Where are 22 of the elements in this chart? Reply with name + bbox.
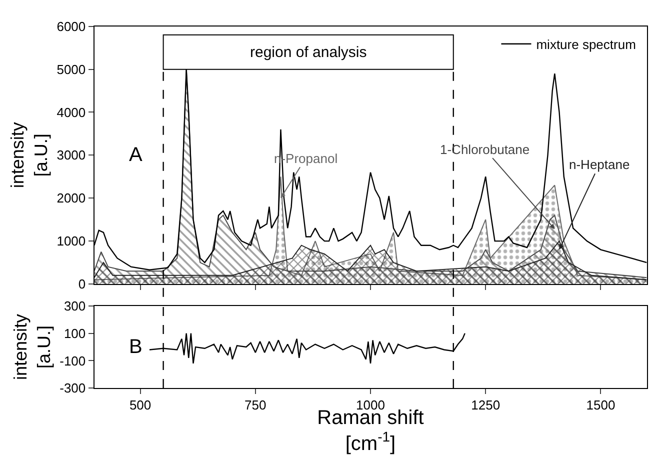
y-tick-label: 100 (64, 326, 86, 341)
y-tick-label: 0 (78, 276, 86, 292)
x-tick-label: 500 (129, 398, 152, 413)
y-tick-label: 4000 (56, 104, 86, 120)
x-tick-label: 750 (244, 398, 266, 413)
band-label: region of analysis (250, 44, 367, 61)
y-tick-label: 5000 (56, 62, 86, 77)
y-tick-label: 2000 (56, 190, 86, 206)
annotation: B (129, 336, 142, 358)
legend-label: mixture spectrum (536, 36, 636, 52)
x-tick-label: 1250 (471, 398, 500, 413)
annotation: A (129, 144, 143, 166)
y-tick-label: 6000 (56, 18, 86, 34)
text: n-Heptane (569, 157, 630, 172)
y-tick-label: -100 (60, 353, 86, 368)
y-axis-title: intensity [a.U.] (10, 314, 54, 380)
y-tick-label: 1000 (56, 234, 86, 249)
y-tick-label: -300 (60, 380, 86, 396)
x-tick-label: 1500 (586, 398, 616, 413)
y-axis-title: intensity [a.U.] (8, 122, 51, 188)
y-tick-label: 3000 (56, 148, 86, 163)
y-tick-label: 300 (64, 298, 86, 314)
